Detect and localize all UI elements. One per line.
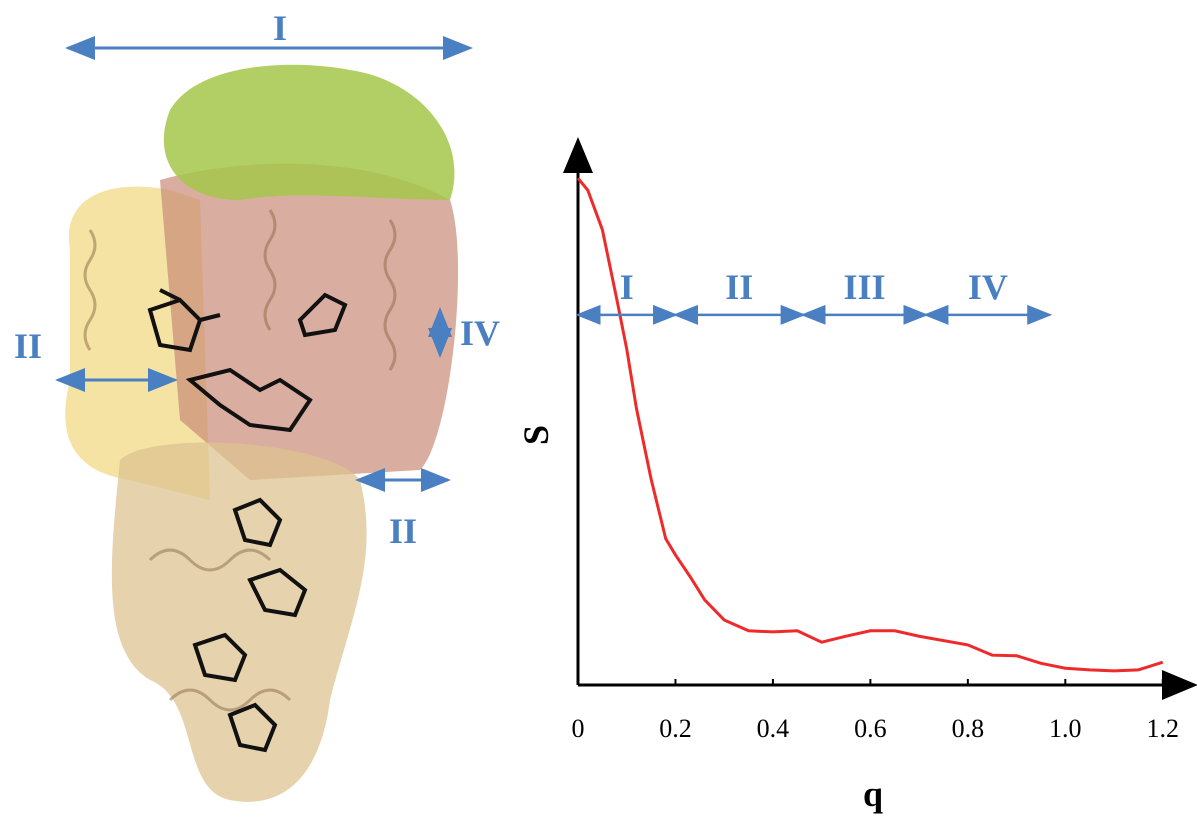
- region-label: IV: [968, 267, 1008, 307]
- y-axis-label: S: [516, 425, 556, 445]
- structure-label: IV: [460, 313, 500, 353]
- structure-label: I: [273, 8, 287, 48]
- region-label: I: [620, 267, 634, 307]
- x-tick-label: 0.4: [757, 714, 790, 743]
- protein: [55, 36, 473, 802]
- x-axis-label: q: [863, 774, 883, 814]
- x-tick-label: 1.2: [1147, 714, 1180, 743]
- x-tick-label: 0: [572, 714, 585, 743]
- x-tick-label: 1.0: [1049, 714, 1082, 743]
- data-line: [576, 177, 1164, 673]
- structure-label: II: [389, 511, 417, 551]
- x-tick-label: 0.8: [952, 714, 985, 743]
- region-label: III: [844, 267, 886, 307]
- x-tick-label: 0.6: [854, 714, 887, 743]
- x-tick-label: 0.2: [659, 714, 692, 743]
- region-label: II: [725, 267, 753, 307]
- structure-label: II: [14, 326, 42, 366]
